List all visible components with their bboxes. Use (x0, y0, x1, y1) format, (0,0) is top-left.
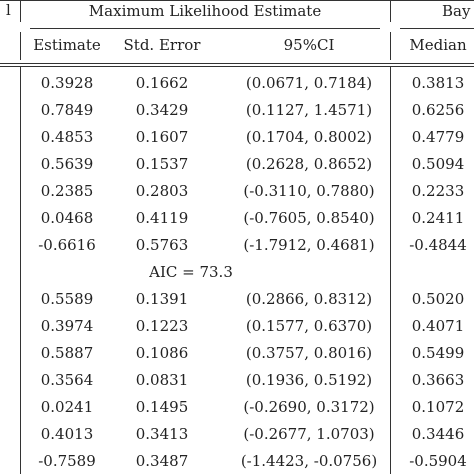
header-divider-right (390, 0, 391, 22)
ci-cell: (-1.7912, 0.4681) (243, 236, 375, 254)
median-cell: 0.5094 (411, 155, 465, 173)
std-error-cell: 0.1537 (135, 155, 189, 173)
ci-cell: (0.1936, 0.5192) (245, 371, 373, 389)
std-error-cell: 0.1607 (135, 128, 189, 146)
median-cell: 0.4779 (411, 128, 465, 146)
ci-cell: (-0.3110, 0.7880) (243, 182, 375, 200)
estimate-cell: 0.5887 (40, 344, 94, 362)
median-cell: -0.5904 (409, 452, 467, 470)
median-cell: 0.3446 (411, 425, 465, 443)
median-cell: 0.4071 (411, 317, 465, 335)
header-divider-left (20, 0, 21, 22)
group-header-rule-bayes (400, 28, 474, 29)
mle-group-header: Maximum Likelihood Estimate (88, 2, 322, 20)
estimate-cell: 0.0241 (40, 398, 94, 416)
median-cell: 0.3663 (411, 371, 465, 389)
median-cell: 0.6256 (411, 101, 465, 119)
ci-cell: (0.2628, 0.8652) (245, 155, 373, 173)
median-cell: -0.4844 (409, 236, 467, 254)
std-error-cell: 0.3413 (135, 425, 189, 443)
col-header-divider-left (20, 32, 21, 60)
left-column-fragment: l (6, 1, 11, 19)
std-error-cell: 0.3487 (135, 452, 189, 470)
col-header-estimate: Estimate (33, 36, 101, 54)
ci-cell: (0.1704, 0.8002) (245, 128, 373, 146)
estimate-cell: -0.6616 (38, 236, 96, 254)
table-top-rule (0, 0, 474, 1)
estimate-cell: 0.7849 (40, 101, 94, 119)
ci-cell: (-0.7605, 0.8540) (243, 209, 375, 227)
median-cell: 0.2411 (411, 209, 465, 227)
col-header-95ci: 95%CI (283, 36, 335, 54)
col-header-divider-right (390, 32, 391, 60)
ci-cell: (-0.2677, 1.0703) (243, 425, 375, 443)
median-cell: 0.5499 (411, 344, 465, 362)
median-cell: 0.3813 (411, 74, 465, 92)
bayes-group-header: Bay (442, 2, 471, 20)
estimate-cell: 0.2385 (40, 182, 94, 200)
ci-cell: (0.0671, 0.7184) (245, 74, 373, 92)
aic-label: AIC = 73.3 (149, 263, 233, 281)
ci-cell: (0.1127, 1.4571) (245, 101, 373, 119)
ci-cell: (0.1577, 0.6370) (245, 317, 373, 335)
std-error-cell: 0.3429 (135, 101, 189, 119)
std-error-cell: 0.1662 (135, 74, 189, 92)
body-divider-left (20, 67, 21, 474)
median-cell: 0.5020 (411, 290, 465, 308)
body-divider-right (390, 67, 391, 474)
std-error-cell: 0.1495 (135, 398, 189, 416)
std-error-cell: 0.1086 (135, 344, 189, 362)
ci-cell: (0.2866, 0.8312) (245, 290, 373, 308)
median-cell: 0.2233 (411, 182, 465, 200)
ci-cell: (-0.2690, 0.3172) (243, 398, 375, 416)
ci-cell: (-1.4423, -0.0756) (240, 452, 378, 470)
ci-cell: (0.3757, 0.8016) (245, 344, 373, 362)
median-cell: 0.1072 (411, 398, 465, 416)
header-rule-2 (0, 66, 474, 67)
group-header-rule (30, 28, 380, 29)
header-rule-1 (0, 63, 474, 64)
std-error-cell: 0.1223 (135, 317, 189, 335)
estimate-cell: 0.4853 (40, 128, 94, 146)
std-error-cell: 0.4119 (135, 209, 189, 227)
std-error-cell: 0.1391 (135, 290, 189, 308)
std-error-cell: 0.5763 (135, 236, 189, 254)
std-error-cell: 0.2803 (135, 182, 189, 200)
estimate-cell: 0.3974 (40, 317, 94, 335)
estimate-cell: 0.5639 (40, 155, 94, 173)
estimate-cell: 0.3928 (40, 74, 94, 92)
estimate-cell: 0.4013 (40, 425, 94, 443)
col-header-std-error: Std. Error (123, 36, 201, 54)
estimate-cell: 0.5589 (40, 290, 94, 308)
estimate-cell: 0.0468 (40, 209, 94, 227)
col-header-median: Median (409, 36, 467, 54)
estimate-cell: -0.7589 (38, 452, 96, 470)
std-error-cell: 0.0831 (135, 371, 189, 389)
estimate-cell: 0.3564 (40, 371, 94, 389)
